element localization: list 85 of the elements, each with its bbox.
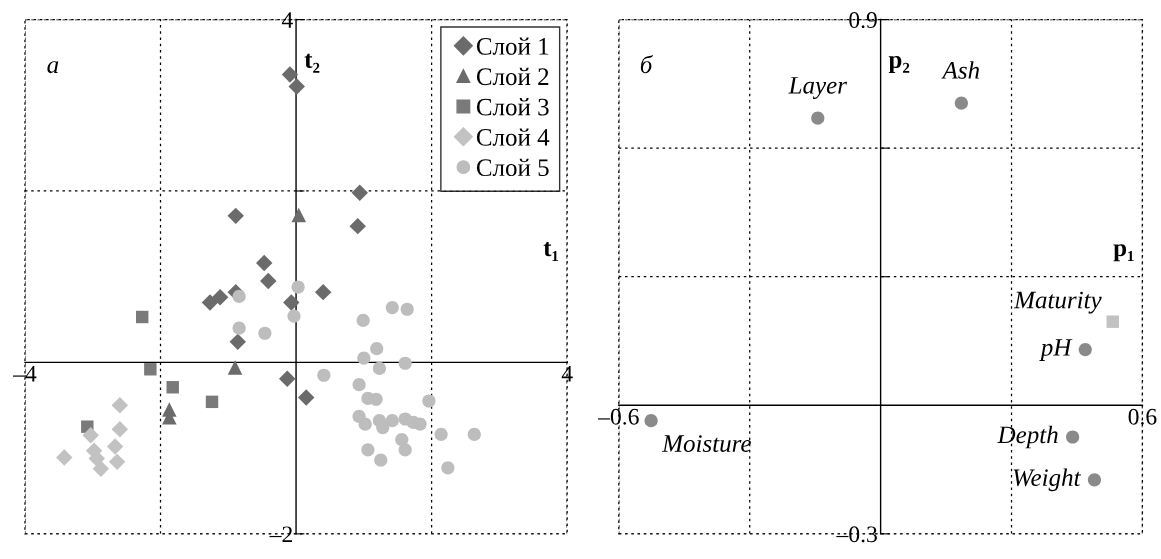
point: [361, 443, 375, 457]
point: [232, 321, 246, 335]
point: [385, 300, 399, 315]
x-tick-label: –4: [12, 366, 37, 382]
point: [1087, 473, 1102, 487]
legend-label: Слой 1: [476, 37, 549, 55]
point: [144, 363, 157, 376]
point: [227, 207, 244, 225]
y-axis-title: p₂: [888, 55, 910, 74]
point: [317, 368, 331, 382]
annotation: Layer: [788, 77, 848, 99]
point: [298, 389, 315, 406]
point: [406, 415, 420, 430]
point: [111, 421, 129, 438]
point: [385, 414, 399, 428]
annotation: Depth: [997, 425, 1058, 449]
point: [356, 313, 370, 328]
point: [400, 302, 414, 316]
point: [434, 427, 448, 442]
annotation: Ash: [941, 61, 980, 79]
point: [229, 333, 246, 351]
point: [441, 461, 455, 475]
legend-label: Слой 3: [476, 98, 549, 116]
point: [398, 356, 412, 370]
point: [255, 254, 273, 272]
point: [287, 309, 301, 323]
annotation: pH: [1039, 339, 1073, 361]
point: [1066, 430, 1080, 444]
point: [352, 378, 366, 392]
annotation: б: [640, 55, 653, 74]
point: [106, 438, 124, 455]
point: [111, 397, 129, 414]
point: [372, 361, 386, 376]
point: [398, 443, 412, 457]
point: [281, 66, 299, 83]
point: [211, 289, 229, 306]
point: [351, 184, 368, 201]
annotation: Weight: [1013, 468, 1082, 492]
point: [291, 207, 307, 223]
annotation: Maturity: [1013, 291, 1102, 314]
point: [136, 310, 149, 324]
point: [260, 272, 277, 290]
y-tick-label: –0.3: [836, 526, 877, 543]
point: [370, 342, 384, 356]
point: [395, 432, 409, 447]
point: [92, 460, 110, 477]
point: [291, 280, 305, 294]
point: [279, 370, 296, 387]
x-axis-title: t₁: [543, 241, 559, 261]
point: [283, 294, 300, 311]
y-tick-label: –2: [269, 526, 292, 543]
point: [376, 420, 390, 435]
point: [82, 427, 99, 444]
point: [1106, 315, 1119, 328]
point: [954, 96, 968, 110]
point: [288, 78, 305, 95]
point: [369, 392, 383, 406]
y-tick-label: 0.9: [849, 12, 877, 29]
point: [349, 217, 366, 235]
point: [374, 453, 388, 467]
point: [358, 417, 372, 431]
point: [314, 283, 332, 301]
point: [232, 289, 246, 304]
point: [1078, 342, 1092, 357]
legend-label: Слой 4: [476, 128, 550, 146]
legend-label: Слой 2: [476, 67, 549, 86]
point: [467, 427, 481, 442]
x-axis-title: p₁: [1113, 244, 1134, 262]
point: [201, 294, 219, 311]
y-axis-title: t₂: [304, 53, 320, 73]
point: [108, 453, 126, 471]
point: [422, 394, 436, 408]
point: [166, 381, 179, 394]
point: [357, 351, 371, 365]
point: [258, 326, 272, 340]
x-tick-label: 0.6: [1128, 408, 1157, 425]
legend-label: Слой 5: [476, 158, 549, 177]
annotation: Moisture: [661, 435, 751, 453]
point: [644, 414, 658, 428]
point: [205, 395, 219, 409]
point: [811, 111, 825, 125]
x-tick-label: –0.6: [597, 408, 639, 425]
point: [227, 360, 243, 375]
point: [56, 449, 73, 466]
annotation: а: [47, 61, 59, 74]
